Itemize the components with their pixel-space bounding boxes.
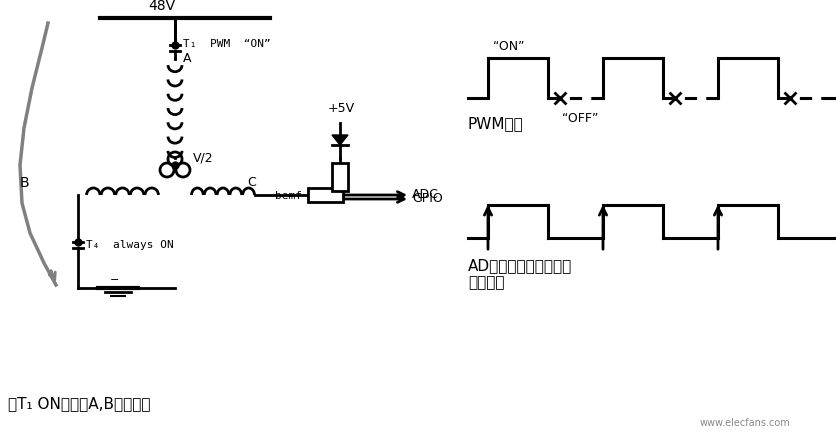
Text: AD转换在上升沿被触发
触发信号: AD转换在上升沿被触发 触发信号 — [467, 258, 572, 291]
Text: bemf: bemf — [275, 191, 302, 201]
Text: C: C — [247, 177, 256, 190]
Text: B: B — [20, 176, 29, 190]
Text: +5V: +5V — [328, 102, 354, 115]
Text: A: A — [183, 52, 191, 65]
Bar — [308, 188, 343, 202]
Text: 在T₁ ON时流过A,B相的电流: 在T₁ ON时流过A,B相的电流 — [8, 396, 150, 411]
Bar — [332, 163, 348, 191]
Text: www.elecfans.com: www.elecfans.com — [699, 418, 790, 428]
Text: −: − — [110, 275, 120, 285]
Text: T₁  PWM  “ON”: T₁ PWM “ON” — [183, 39, 270, 49]
Text: GPIO: GPIO — [411, 193, 442, 206]
Polygon shape — [332, 135, 348, 145]
Text: V/2: V/2 — [193, 152, 213, 165]
Text: T₄  always ON: T₄ always ON — [86, 240, 174, 250]
Text: “ON”: “ON” — [492, 40, 524, 53]
Text: ADC: ADC — [411, 188, 438, 201]
Text: PWM信号: PWM信号 — [467, 116, 523, 131]
Text: “OFF”: “OFF” — [561, 112, 598, 125]
Text: 48V: 48V — [148, 0, 175, 13]
